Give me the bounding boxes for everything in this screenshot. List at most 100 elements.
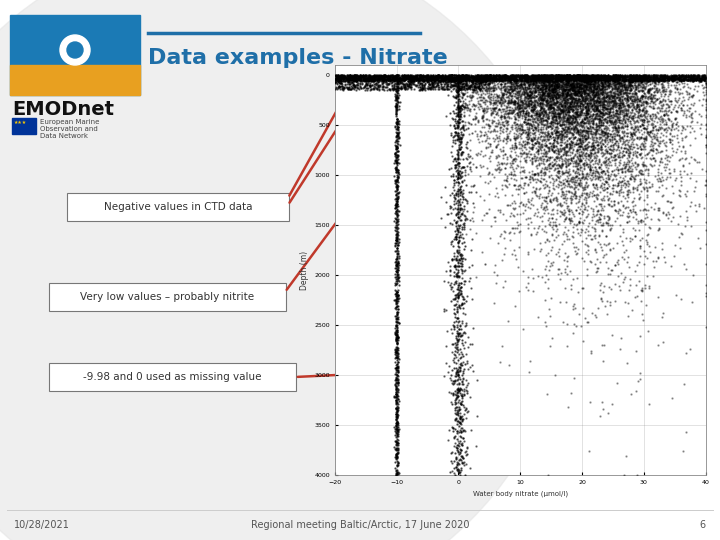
Point	[563, 84, 575, 93]
Point	[576, 92, 588, 101]
Point	[580, 203, 591, 212]
Point	[494, 98, 505, 106]
Point	[453, 137, 464, 146]
Point	[624, 83, 636, 91]
Point	[635, 216, 647, 225]
Point	[593, 82, 604, 91]
Point	[523, 73, 535, 82]
Point	[552, 139, 563, 147]
Point	[344, 71, 356, 80]
Point	[336, 72, 348, 80]
Point	[600, 74, 611, 83]
Point	[538, 202, 549, 211]
Point	[562, 116, 573, 124]
Point	[551, 86, 562, 95]
Point	[462, 359, 473, 367]
Point	[336, 76, 347, 84]
Point	[467, 85, 479, 93]
Point	[548, 91, 559, 99]
Point	[613, 73, 625, 82]
Point	[581, 271, 593, 279]
Point	[455, 424, 467, 433]
Point	[611, 100, 622, 109]
Point	[572, 75, 584, 84]
Point	[519, 76, 531, 84]
Point	[582, 86, 594, 94]
Point	[540, 72, 552, 80]
Point	[482, 178, 494, 187]
Point	[392, 388, 404, 396]
Point	[391, 406, 402, 414]
Point	[657, 74, 668, 83]
Point	[405, 73, 416, 82]
Point	[560, 71, 572, 80]
Point	[611, 137, 622, 146]
Point	[617, 86, 629, 94]
Point	[473, 74, 485, 83]
Point	[364, 76, 375, 85]
Point	[516, 82, 527, 90]
Point	[401, 71, 413, 80]
Point	[654, 75, 665, 83]
Point	[559, 215, 571, 224]
Point	[633, 167, 644, 176]
Point	[636, 78, 647, 86]
Point	[572, 174, 584, 183]
Point	[565, 89, 577, 97]
Point	[621, 111, 633, 120]
Point	[418, 76, 430, 85]
Point	[514, 75, 526, 83]
Point	[593, 146, 604, 154]
Point	[539, 107, 551, 116]
Point	[392, 296, 403, 305]
Point	[585, 98, 596, 106]
Point	[455, 262, 467, 271]
Point	[602, 71, 613, 79]
Point	[629, 148, 641, 157]
Point	[595, 167, 607, 176]
Point	[536, 71, 548, 80]
Point	[600, 75, 611, 84]
Point	[699, 73, 711, 82]
Point	[453, 329, 464, 338]
Point	[423, 72, 434, 81]
Point	[635, 74, 647, 83]
Point	[467, 160, 479, 168]
Point	[451, 393, 463, 401]
Point	[652, 177, 664, 185]
Point	[564, 95, 576, 104]
Point	[547, 112, 559, 121]
Point	[631, 112, 643, 121]
Point	[694, 74, 706, 83]
Point	[547, 79, 559, 87]
Point	[552, 200, 563, 208]
Point	[567, 174, 579, 183]
Point	[391, 74, 402, 83]
Point	[519, 85, 531, 93]
Point	[584, 84, 595, 92]
Point	[456, 71, 468, 79]
Point	[552, 127, 563, 136]
Point	[494, 73, 505, 82]
Point	[331, 72, 343, 81]
Point	[541, 95, 553, 104]
Point	[502, 112, 513, 121]
Point	[521, 106, 533, 114]
Point	[599, 75, 611, 84]
Point	[559, 73, 571, 82]
Point	[672, 98, 683, 107]
Point	[408, 75, 419, 84]
Point	[552, 124, 564, 133]
Point	[407, 73, 418, 82]
Point	[534, 72, 545, 80]
Point	[516, 90, 528, 99]
Point	[559, 77, 570, 86]
Point	[464, 75, 475, 84]
Point	[570, 75, 581, 83]
Point	[469, 180, 480, 189]
Point	[550, 127, 562, 136]
Point	[446, 75, 458, 83]
Point	[577, 119, 589, 128]
Point	[556, 107, 567, 116]
Point	[572, 88, 583, 97]
